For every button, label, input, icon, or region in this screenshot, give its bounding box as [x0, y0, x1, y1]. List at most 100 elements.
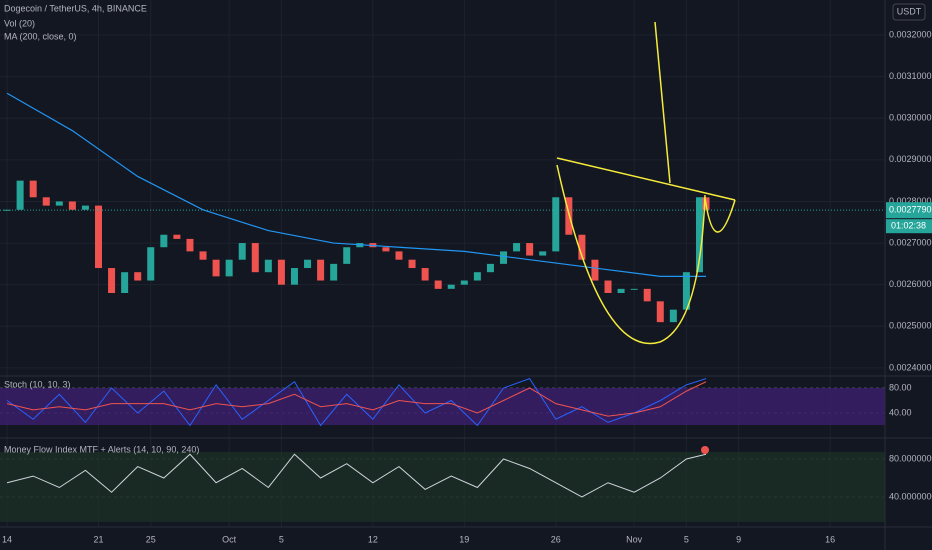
- candle: [343, 247, 351, 264]
- candle: [643, 288, 651, 302]
- candle: [408, 259, 416, 269]
- candle: [473, 272, 481, 281]
- x-tick-label: Nov: [626, 534, 643, 544]
- y-tick-label: 0.0031000: [889, 71, 932, 81]
- currency-button[interactable]: [892, 3, 926, 21]
- y-tick-label: 80.00: [889, 382, 912, 392]
- candle: [29, 180, 37, 198]
- x-tick-label: 5: [684, 534, 689, 544]
- candle: [656, 301, 664, 323]
- candle: [173, 234, 181, 239]
- candle: [630, 288, 638, 290]
- candle: [304, 259, 312, 269]
- candle: [42, 197, 50, 206]
- candle: [264, 259, 272, 273]
- candle: [500, 251, 508, 264]
- candle: [447, 284, 455, 289]
- candle: [3, 209, 11, 211]
- trendline: [556, 157, 736, 201]
- candle: [199, 251, 207, 260]
- candle: [290, 268, 298, 285]
- grid: [0, 0, 885, 527]
- candle: [330, 263, 338, 281]
- handle-curve: [704, 197, 736, 233]
- stoch-band: [0, 388, 885, 425]
- cup-curve: [556, 164, 706, 345]
- candle: [81, 205, 89, 210]
- candle: [121, 272, 129, 294]
- x-tick-label: 14: [2, 534, 12, 544]
- candle: [539, 251, 547, 256]
- candle: [55, 201, 63, 206]
- marks: [0, 92, 885, 498]
- candle: [212, 259, 220, 277]
- candle: [108, 268, 116, 294]
- mfi-band: [0, 452, 885, 522]
- y-tick-label: 0.0028000: [889, 196, 932, 206]
- x-tick-label: 5: [279, 534, 284, 544]
- candle: [317, 259, 325, 281]
- x-tick-label: 12: [368, 534, 378, 544]
- last-price-box: [886, 202, 932, 219]
- x-tick-label: 16: [825, 534, 835, 544]
- candle: [238, 243, 246, 260]
- pane-title: Stoch (10, 10, 3): [4, 379, 71, 389]
- x-tick-label: 26: [551, 534, 561, 544]
- candle: [578, 234, 586, 260]
- candle: [225, 259, 233, 277]
- candle: [591, 259, 599, 281]
- y-tick-label: 0.0025000: [889, 321, 932, 331]
- y-tick-label: 40.00: [889, 407, 912, 417]
- x-tick-label: 21: [93, 534, 103, 544]
- y-tick-label: 0.0030000: [889, 113, 932, 123]
- alert-dot: [701, 446, 709, 454]
- legend-entry: MA (200, close, 0): [4, 31, 77, 41]
- drawings: [556, 21, 736, 345]
- countdown-box: [886, 219, 932, 234]
- candle: [434, 280, 442, 289]
- candle: [16, 180, 24, 210]
- candle: [682, 272, 690, 310]
- y-tick-label: 40.0000000: [889, 491, 932, 501]
- y-tick-label: 0.0026000: [889, 279, 932, 289]
- candle: [95, 205, 103, 269]
- candle: [460, 280, 468, 285]
- candle: [134, 272, 142, 281]
- candle: [552, 197, 560, 252]
- currency[interactable]: USDT: [897, 6, 922, 16]
- legend-entry: Vol (20): [4, 18, 35, 28]
- pane-title: Money Flow Index MTF + Alerts (14, 10, 9…: [4, 444, 199, 454]
- candle: [421, 268, 429, 281]
- chart-title: Dogecoin / TetherUS, 4h, BINANCE: [4, 3, 147, 13]
- last-price: 0.0027790: [889, 205, 932, 215]
- candle: [695, 197, 703, 273]
- y-tick-label: 0.0027000: [889, 237, 932, 247]
- y-tick-label: 0.0032000: [889, 29, 932, 39]
- y-tick-label: 80.0000000: [889, 453, 932, 463]
- candle: [277, 259, 285, 285]
- candle: [160, 234, 168, 248]
- y-tick-label: 0.0024000: [889, 362, 932, 372]
- candle: [486, 263, 494, 273]
- candle: [68, 201, 76, 210]
- candle: [604, 280, 612, 294]
- candle: [513, 243, 521, 252]
- x-tick-label: 19: [459, 534, 469, 544]
- indicator-line: [6, 381, 707, 417]
- candle: [186, 238, 194, 252]
- x-tick-label: 25: [146, 534, 156, 544]
- ma-line: [6, 92, 707, 277]
- x-tick-label: 9: [736, 534, 741, 544]
- y-tick-label: 0.0029000: [889, 154, 932, 164]
- candle: [669, 309, 677, 323]
- countdown: 01:02:38: [891, 221, 926, 231]
- candle: [147, 247, 155, 281]
- candle: [395, 251, 403, 260]
- x-tick-label: Oct: [222, 534, 237, 544]
- indicator-line: [6, 453, 707, 498]
- candle: [382, 247, 390, 252]
- trendline: [654, 21, 671, 184]
- candle: [251, 243, 259, 273]
- candle: [526, 243, 534, 256]
